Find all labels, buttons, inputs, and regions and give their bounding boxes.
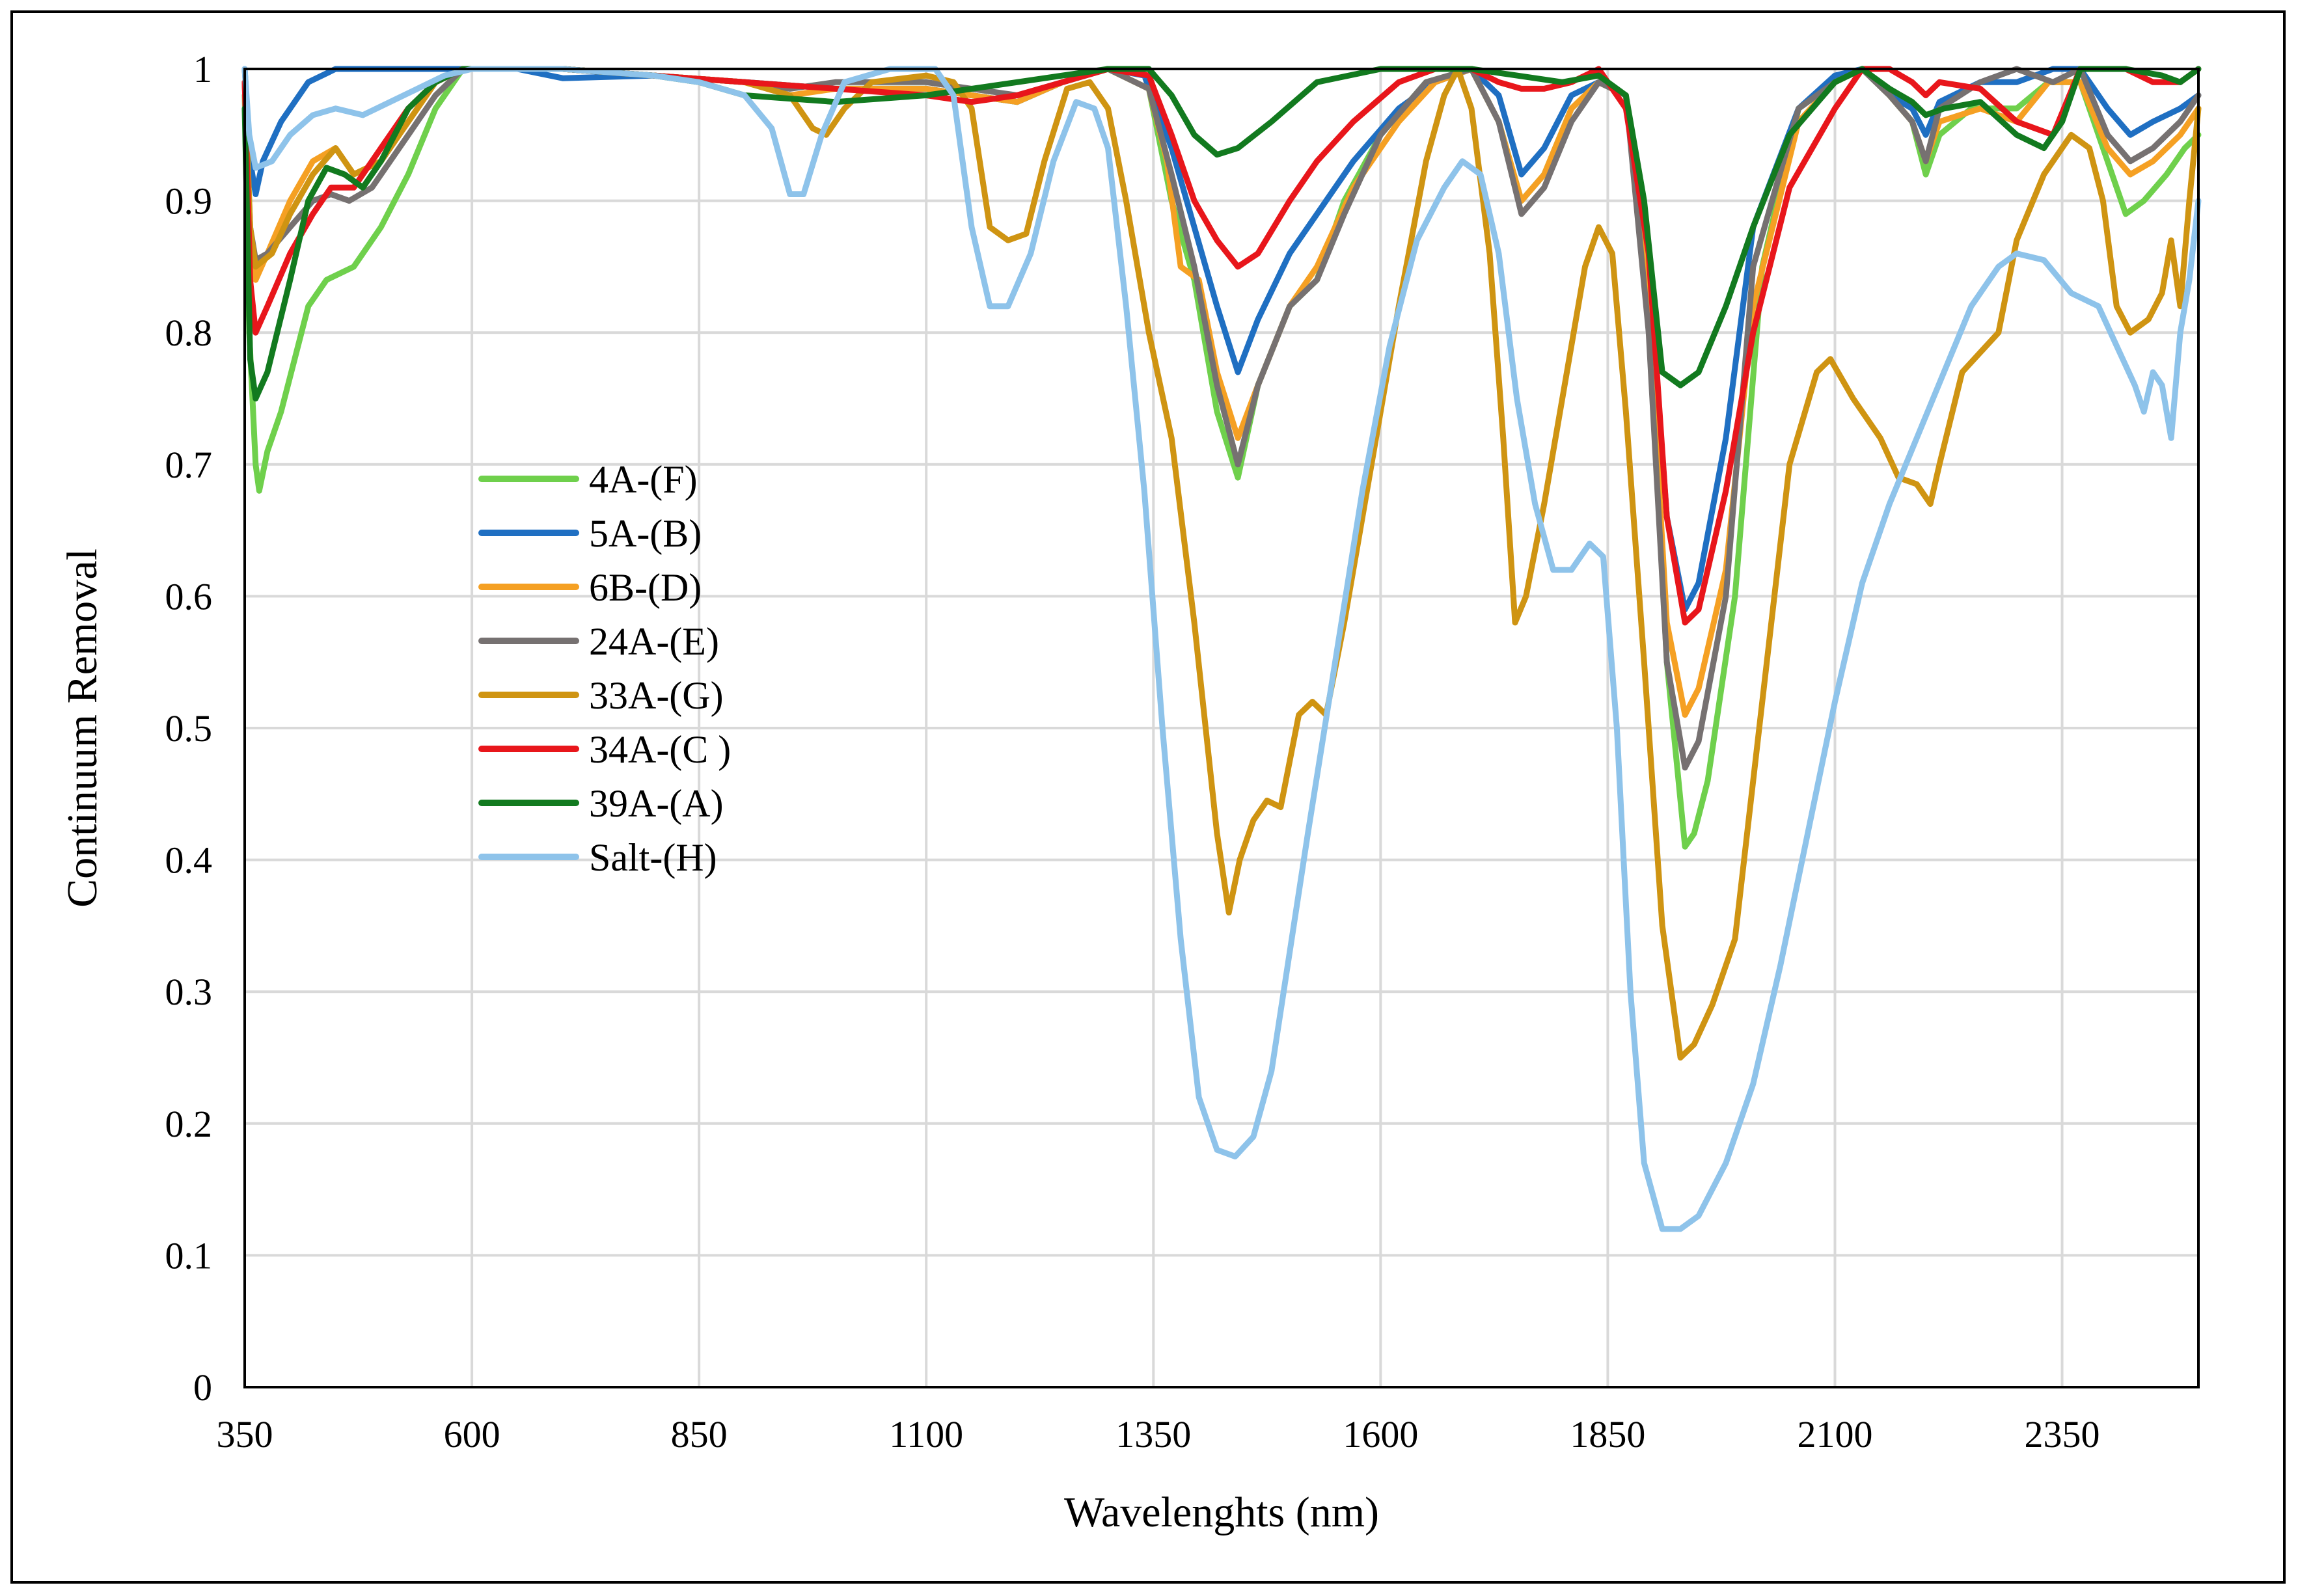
series-line-7: [241, 66, 2202, 1232]
legend-label-6: 39A-(A): [589, 782, 724, 825]
y-tick-label: 0.5: [165, 707, 213, 750]
y-tick-label: 0.9: [165, 180, 213, 223]
y-tick-label: 0.1: [165, 1234, 213, 1277]
y-tick-label: 1: [193, 48, 212, 90]
x-tick-label: 350: [217, 1413, 273, 1455]
series-line-4: [241, 66, 2202, 1061]
y-tick-label: 0.8: [165, 312, 213, 354]
plot-area-border: [243, 68, 2200, 1388]
y-tick-label: 0.6: [165, 575, 213, 617]
legend-label-4: 33A-(G): [589, 674, 724, 717]
x-tick-label: 2100: [1797, 1413, 1872, 1455]
series-line-0: [241, 66, 2202, 850]
series-line-3: [241, 66, 2202, 771]
x-tick-label: 2350: [2025, 1413, 2100, 1455]
x-tick-label: 850: [671, 1413, 728, 1455]
plot-area: [243, 68, 2200, 1388]
x-tick-label: 1600: [1343, 1413, 1418, 1455]
chart-frame: 350 600 850 1100 1350 1600 1850 2100 2350 0 0.1 0.…: [10, 10, 2286, 1584]
y-tick-label: 0.4: [165, 839, 213, 882]
y-tick-label: 0: [193, 1366, 212, 1409]
gridlines: [243, 68, 2198, 1388]
series-lines: [241, 66, 2202, 1232]
y-tick-label: 0.2: [165, 1103, 213, 1145]
x-tick-label: 600: [444, 1413, 500, 1455]
x-axis-title: Wavelenghts (nm): [1064, 1489, 1379, 1536]
y-axis-title: Continuum Removal: [59, 548, 106, 908]
series-line-6: [241, 66, 2202, 401]
legend-label-7: Salt-(H): [589, 836, 717, 879]
legend: 4A-(F) 5A-(B) 6B-(D) 24A-(E) 33A-(G) 34A-(C )…: [478, 458, 731, 879]
legend-label-0: 4A-(F): [589, 458, 698, 501]
legend-label-2: 6B-(D): [589, 566, 702, 609]
legend-label-5: 34A-(C ): [589, 728, 731, 771]
x-tick-label: 1850: [1570, 1413, 1645, 1455]
legend-label-1: 5A-(B): [589, 512, 702, 555]
x-tick-label: 1350: [1115, 1413, 1191, 1455]
x-axis-ticks: 350 600 850 1100 1350 1600 1850 2100 2350: [217, 1413, 2100, 1455]
x-tick-label: 1100: [889, 1413, 963, 1455]
y-axis-ticks: 0 0.1 0.2 0.3 0.4 0.5 0.6 0.7 0.8 0.9 1: [165, 48, 213, 1409]
y-tick-label: 0.7: [165, 444, 213, 486]
series-line-1: [241, 66, 2202, 613]
y-tick-label: 0.3: [165, 971, 213, 1013]
line-chart: 350 600 850 1100 1350 1600 1850 2100 2350 0 0.1 0.…: [59, 48, 2202, 1536]
legend-label-3: 24A-(E): [589, 620, 719, 663]
